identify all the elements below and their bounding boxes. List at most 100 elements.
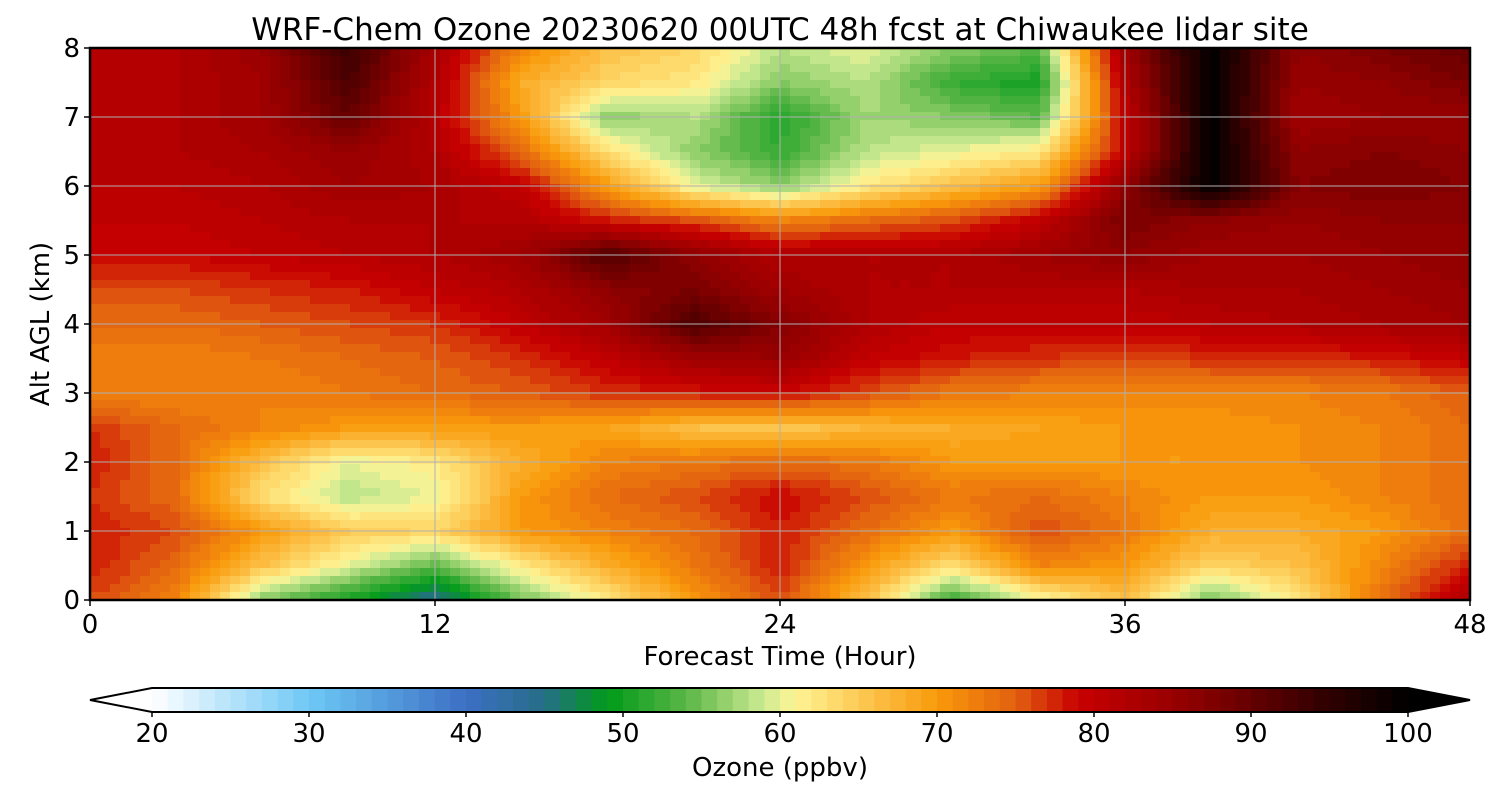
heatmap-cell bbox=[1160, 200, 1171, 209]
heatmap-cell bbox=[170, 248, 181, 257]
heatmap-cell bbox=[300, 128, 311, 137]
heatmap-cell bbox=[770, 256, 781, 265]
heatmap-cell bbox=[140, 296, 151, 305]
heatmap-cell bbox=[970, 96, 981, 105]
heatmap-cell bbox=[110, 96, 121, 105]
heatmap-cell bbox=[580, 160, 591, 169]
heatmap-cell bbox=[90, 280, 101, 289]
heatmap-cell bbox=[150, 232, 161, 241]
heatmap-cell bbox=[320, 56, 331, 65]
heatmap-cell bbox=[1430, 200, 1441, 209]
heatmap-cell bbox=[1210, 120, 1221, 129]
heatmap-cell bbox=[240, 72, 251, 81]
heatmap-cell bbox=[1050, 264, 1061, 273]
heatmap-cell bbox=[1010, 312, 1021, 321]
heatmap-cell bbox=[1240, 200, 1251, 209]
heatmap-cell bbox=[370, 112, 381, 121]
heatmap-cell bbox=[140, 144, 151, 153]
heatmap-cell bbox=[1360, 96, 1371, 105]
heatmap-cell bbox=[160, 256, 171, 265]
heatmap-cell bbox=[750, 192, 761, 201]
heatmap-cell bbox=[860, 160, 871, 169]
heatmap-cell bbox=[150, 72, 161, 81]
heatmap-cell bbox=[130, 208, 141, 217]
heatmap-cell bbox=[1300, 184, 1311, 193]
heatmap-cell bbox=[960, 144, 971, 153]
heatmap-cell bbox=[650, 304, 661, 313]
heatmap-cell bbox=[810, 56, 821, 65]
heatmap-cell bbox=[490, 240, 501, 249]
heatmap-cell bbox=[410, 232, 421, 241]
heatmap-cell bbox=[1390, 248, 1401, 257]
heatmap-cell bbox=[240, 272, 251, 281]
heatmap-cell bbox=[1430, 312, 1441, 321]
heatmap-cell bbox=[900, 264, 911, 273]
heatmap-cell bbox=[710, 152, 721, 161]
heatmap-cell bbox=[1040, 240, 1051, 249]
heatmap-cell bbox=[1390, 64, 1401, 73]
heatmap-cell bbox=[1320, 272, 1331, 281]
heatmap-cell bbox=[420, 272, 431, 281]
heatmap-cell bbox=[1200, 72, 1211, 81]
heatmap-cell bbox=[1070, 104, 1081, 113]
heatmap-cell bbox=[810, 256, 821, 265]
heatmap-cell bbox=[850, 160, 861, 169]
heatmap-cell bbox=[740, 272, 751, 281]
heatmap-cell bbox=[910, 256, 921, 265]
heatmap-cell bbox=[580, 80, 591, 89]
heatmap-cell bbox=[770, 288, 781, 297]
heatmap-cell bbox=[1090, 152, 1101, 161]
heatmap-cell bbox=[1170, 256, 1181, 265]
heatmap-cell bbox=[390, 80, 401, 89]
heatmap-cell bbox=[1340, 48, 1351, 57]
heatmap-cell bbox=[170, 336, 181, 345]
heatmap-cell bbox=[790, 56, 801, 65]
heatmap-cell bbox=[200, 128, 211, 137]
heatmap-cell bbox=[490, 312, 501, 321]
heatmap-cell bbox=[280, 328, 291, 337]
heatmap-cell bbox=[680, 136, 691, 145]
heatmap-cell bbox=[940, 224, 951, 233]
heatmap-cell bbox=[600, 304, 611, 313]
heatmap-cell bbox=[1060, 112, 1071, 121]
heatmap-cell bbox=[800, 232, 811, 241]
heatmap-cell bbox=[440, 216, 451, 225]
heatmap-cell bbox=[590, 232, 601, 241]
heatmap-cell bbox=[1240, 176, 1251, 185]
heatmap-cell bbox=[220, 136, 231, 145]
heatmap-cell bbox=[920, 272, 931, 281]
heatmap-cell bbox=[1190, 264, 1201, 273]
heatmap-cell bbox=[790, 72, 801, 81]
heatmap-cell bbox=[750, 80, 761, 89]
heatmap-cell bbox=[620, 136, 631, 145]
heatmap-cell bbox=[610, 48, 621, 57]
heatmap-cell bbox=[560, 120, 571, 129]
heatmap-cell bbox=[1460, 232, 1471, 241]
heatmap-cell bbox=[1040, 272, 1051, 281]
heatmap-cell bbox=[590, 272, 601, 281]
heatmap-cell bbox=[1250, 184, 1261, 193]
heatmap-cell bbox=[260, 184, 271, 193]
heatmap-cell bbox=[1110, 256, 1121, 265]
heatmap-cell bbox=[140, 200, 151, 209]
heatmap-cell bbox=[120, 184, 131, 193]
heatmap-cell bbox=[390, 152, 401, 161]
heatmap-cell bbox=[1260, 160, 1271, 169]
heatmap-cell bbox=[1460, 168, 1471, 177]
heatmap-cell bbox=[950, 272, 961, 281]
heatmap-cell bbox=[1280, 264, 1291, 273]
heatmap-cell bbox=[1340, 264, 1351, 273]
heatmap-cell bbox=[1270, 88, 1281, 97]
heatmap-cell bbox=[800, 312, 811, 321]
heatmap-cell bbox=[130, 64, 141, 73]
heatmap-cell bbox=[170, 272, 181, 281]
heatmap-cell bbox=[1360, 328, 1371, 337]
heatmap-cell bbox=[170, 288, 181, 297]
heatmap-cell bbox=[1370, 176, 1381, 185]
heatmap-cell bbox=[1410, 56, 1421, 65]
heatmap-cell bbox=[720, 136, 731, 145]
heatmap-cell bbox=[340, 152, 351, 161]
heatmap-cell bbox=[1440, 128, 1451, 137]
heatmap-cell bbox=[1310, 240, 1321, 249]
heatmap-cell bbox=[1460, 256, 1471, 265]
